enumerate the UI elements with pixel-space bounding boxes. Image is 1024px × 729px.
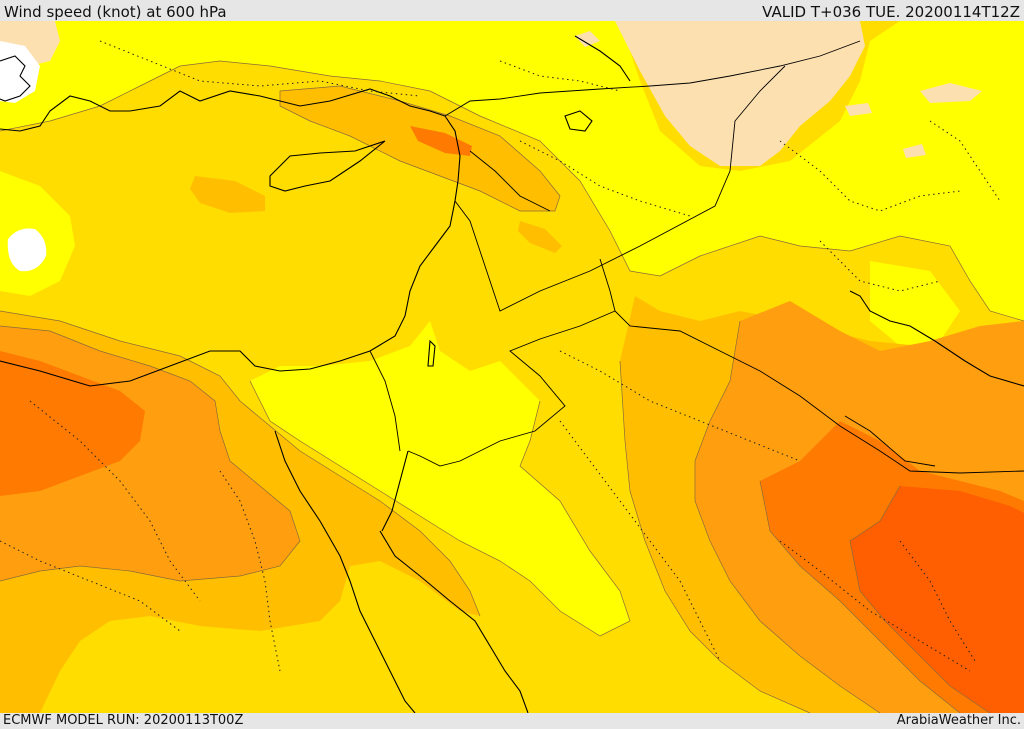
contour-line (249, 380, 631, 637)
contour-line (694, 320, 881, 713)
northwest-islands (0, 55, 31, 102)
valid-time: VALID T+036 TUE. 20200114T12Z (762, 3, 1020, 21)
band-yellow-levant (250, 321, 630, 636)
contour-line (759, 480, 961, 713)
cyprus-coast (269, 140, 386, 192)
band-light-east-2 (845, 103, 872, 116)
lake-van-coast (564, 110, 593, 132)
province-border (29, 400, 201, 602)
country-border (369, 350, 401, 452)
country-border (407, 310, 616, 467)
caspian-west-coast (574, 35, 631, 82)
contour-line (0, 325, 301, 582)
country-border (469, 150, 551, 212)
band-red-orange-east (850, 486, 1024, 713)
gulf-of-aqaba-coast (381, 450, 409, 532)
contour-line (619, 360, 811, 713)
band-light-north (615, 21, 865, 166)
contour-line (849, 485, 991, 713)
map-footer: ECMWF MODEL RUN: 20200113T00Z ArabiaWeat… (0, 713, 1024, 729)
band-yellow-north (0, 21, 1024, 321)
wind-speed-map (0, 21, 1024, 713)
province-border (559, 420, 721, 662)
contour-line (279, 85, 561, 212)
red-sea-west-coast (274, 430, 416, 713)
country-border (454, 65, 786, 312)
band-amber-north-core (410, 126, 472, 156)
model-run: ECMWF MODEL RUN: 20200113T00Z (3, 713, 244, 728)
band-amber-small-2 (518, 221, 562, 253)
band-amber-small-1 (190, 176, 265, 213)
contour-line (0, 310, 481, 617)
province-border (499, 60, 621, 92)
band-amber-north (280, 86, 560, 211)
country-border (444, 40, 861, 117)
credit: ArabiaWeather Inc. (896, 713, 1021, 728)
province-border (219, 470, 281, 672)
map-title: Wind speed (knot) at 600 hPa (4, 3, 227, 21)
turkey-coast (0, 88, 446, 132)
band-yellow-east (870, 261, 960, 346)
band-light-east-1 (920, 83, 982, 103)
red-sea-east-coast (379, 530, 529, 713)
band-light-east-3 (903, 144, 926, 158)
band-calm-west (7, 228, 47, 272)
country-border (844, 415, 936, 467)
contour-line (0, 60, 1024, 322)
band-light-north-small (575, 31, 600, 47)
dead-sea-coast (427, 339, 436, 367)
province-border (929, 120, 1001, 202)
province-border (899, 540, 976, 662)
map-header: Wind speed (knot) at 600 hPa VALID T+036… (0, 0, 1024, 21)
band-calm-northwest (0, 41, 40, 103)
band-dark-orange-west (0, 351, 145, 496)
persian-gulf-coast (849, 290, 1024, 387)
